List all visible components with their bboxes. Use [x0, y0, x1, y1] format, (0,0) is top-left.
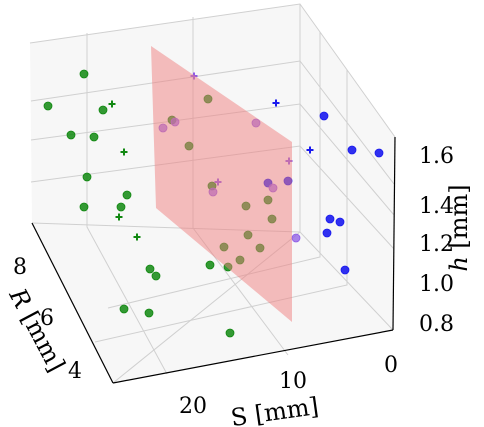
- green-point-1: [43, 101, 53, 111]
- green-point-0: [79, 69, 89, 79]
- front-points: [272, 99, 384, 158]
- r-tick-label-6: 6: [40, 306, 54, 331]
- s-tick-label-0: 0: [384, 353, 398, 378]
- green-point-3: [66, 130, 76, 140]
- blue-point-5: [325, 214, 335, 224]
- blue-point-2: [374, 148, 384, 158]
- green-plus-point-2: [115, 213, 123, 221]
- decision-plane: [151, 46, 292, 322]
- blue-point-8: [340, 265, 350, 275]
- green-point-22: [205, 260, 215, 270]
- blue-point-7: [322, 228, 332, 238]
- grid-line: [94, 70, 348, 343]
- h-axis-line: [392, 136, 396, 331]
- h-axis-label: h [mm]: [445, 184, 473, 271]
- blue-point-1: [347, 145, 357, 155]
- s-axis-label: S [mm]: [229, 392, 320, 427]
- green-point-9: [82, 172, 92, 182]
- blue-point-6: [335, 217, 345, 227]
- h-axis-label-var: h: [445, 256, 473, 271]
- r-axis-label-unit: [mm]: [12, 300, 70, 377]
- blue-plus-point-1: [306, 146, 314, 154]
- green-plus-point-1: [120, 148, 128, 156]
- grid-line: [112, 4, 301, 384]
- h-tick-label-1.4: 1.4: [419, 194, 454, 219]
- s-tick-label-20: 20: [179, 394, 207, 419]
- blue-point-0: [319, 111, 329, 121]
- green-point-11: [116, 202, 126, 212]
- tick-labels: 0 10 20 8 6 4 1.6 1.4 1.2 1.0 0.8: [13, 144, 454, 419]
- purple-point-5: [291, 233, 301, 243]
- h-tick-label-0.8: 0.8: [419, 312, 454, 337]
- s-tick-label-10: 10: [279, 369, 307, 394]
- axis-lines: [31, 136, 396, 384]
- h-axis-label-unit: [mm]: [445, 184, 473, 256]
- s-axis-line: [112, 329, 394, 384]
- r-tick-label-4: 4: [68, 359, 82, 384]
- h-tick-label-1.2: 1.2: [419, 232, 454, 257]
- r-axis-line: [31, 222, 114, 384]
- green-point-25: [144, 308, 154, 318]
- h-tick-label-1.0: 1.0: [419, 272, 454, 297]
- green-point-21: [151, 271, 161, 281]
- green-point-10: [122, 190, 132, 200]
- r-axis-label: R [mm]: [3, 283, 70, 376]
- green-point-26: [225, 328, 235, 338]
- r-tick-label-8: 8: [13, 255, 27, 280]
- green-point-4: [89, 132, 99, 142]
- green-plus-point-3: [133, 233, 141, 241]
- green-plus-point-0: [108, 100, 116, 108]
- green-point-20: [145, 264, 155, 274]
- grid-line: [86, 33, 168, 375]
- green-point-12: [79, 202, 89, 212]
- h-tick-label-1.6: 1.6: [419, 144, 454, 169]
- blue-plus-point-0: [272, 99, 280, 107]
- green-point-24: [119, 304, 129, 314]
- grid-line: [107, 32, 321, 309]
- green-point-2: [98, 105, 108, 115]
